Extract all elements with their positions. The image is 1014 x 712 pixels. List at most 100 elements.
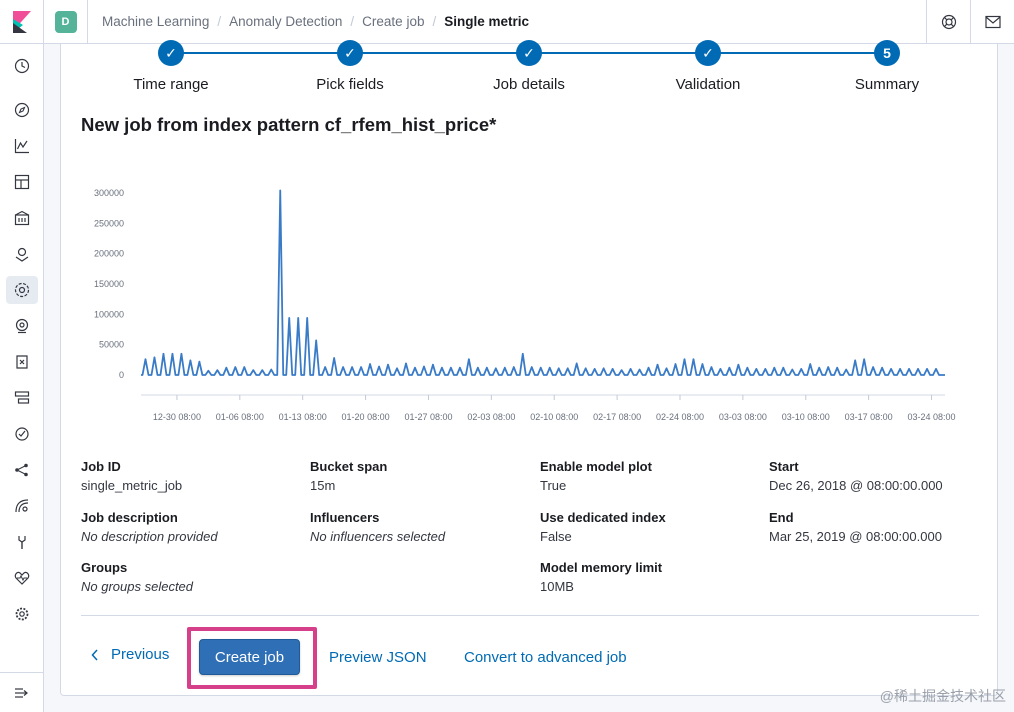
data-point (288, 317, 291, 319)
dashboard-icon[interactable] (6, 168, 38, 196)
top-header: D Machine Learning / Anomaly Detection /… (0, 0, 1014, 44)
side-nav (0, 44, 44, 712)
help-lifebuoy-icon (941, 14, 956, 29)
step-1-check-icon[interactable]: ✓ (158, 40, 184, 66)
highlight-box (187, 627, 317, 689)
infrastructure-icon[interactable] (6, 312, 38, 340)
data-point (629, 368, 632, 370)
x-tick-label: 01-20 08:00 (342, 412, 390, 422)
data-point (342, 366, 344, 368)
data-point (548, 366, 551, 369)
data-point (701, 363, 704, 365)
data-point (818, 366, 821, 369)
step-3-check-icon[interactable]: ✓ (516, 40, 542, 66)
data-point (773, 366, 776, 369)
chevron-left-icon (91, 648, 98, 661)
groups-value: No groups selected (81, 579, 194, 594)
uptime-icon[interactable] (6, 420, 38, 448)
space-avatar: D (54, 10, 77, 33)
data-point (926, 368, 928, 370)
data-point (468, 358, 470, 361)
data-point (521, 352, 524, 355)
summary-bucket-span: Bucket span 15m (310, 459, 530, 493)
breadcrumb-machine-learning[interactable]: Machine Learning (102, 14, 210, 29)
data-point (495, 367, 497, 370)
discover-compass-icon[interactable] (6, 96, 38, 124)
data-point (180, 352, 183, 355)
breadcrumb-separator: / (350, 14, 355, 29)
data-point (351, 366, 353, 368)
monitoring-heartbeat-icon[interactable] (6, 564, 38, 592)
step-1-label[interactable]: Time range (133, 76, 209, 93)
data-point (656, 363, 659, 366)
breadcrumb-anomaly-detection[interactable]: Anomaly Detection (229, 14, 343, 29)
data-point (486, 366, 488, 369)
data-point (584, 367, 587, 370)
siem-icon[interactable] (6, 492, 38, 520)
step-4-label[interactable]: Validation (675, 76, 741, 93)
step-3-label[interactable]: Job details (493, 76, 565, 93)
data-point (396, 367, 398, 370)
data-point (674, 363, 677, 365)
previous-button[interactable]: Previous (91, 646, 169, 663)
data-point (764, 368, 767, 370)
data-point (459, 366, 461, 369)
end-value: Mar 25, 2019 @ 08:00:00.000 (769, 529, 942, 544)
data-point (647, 366, 650, 369)
chart-svg: 300000 250000 200000 150000 100000 50000 0 12-3… (94, 188, 956, 422)
maps-icon[interactable] (6, 240, 38, 268)
memory-limit-label: Model memory limit (540, 560, 663, 575)
data-point (863, 358, 865, 361)
y-tick-label: 300000 (94, 188, 124, 198)
step-2-label[interactable]: Pick fields (316, 76, 384, 93)
data-point (728, 366, 731, 369)
preview-json-button[interactable]: Preview JSON (329, 649, 427, 666)
step-2-check-icon[interactable]: ✓ (337, 40, 363, 66)
step-4-check-icon[interactable]: ✓ (695, 40, 721, 66)
dev-tools-wrench-icon[interactable] (6, 528, 38, 556)
convert-advanced-job-button[interactable]: Convert to advanced job (464, 649, 627, 666)
data-point (638, 368, 641, 371)
x-tick-label: 02-03 08:00 (467, 412, 515, 422)
create-job-button[interactable]: Create job (199, 639, 300, 675)
model-plot-label: Enable model plot (540, 459, 652, 474)
wizard-panel: ✓ Time range ✓ Pick fields ✓ Job details… (60, 40, 998, 696)
description-label: Job description (81, 510, 178, 525)
machine-learning-icon[interactable] (6, 276, 38, 304)
newsfeed-button[interactable] (970, 0, 1014, 44)
data-point (539, 366, 542, 369)
influencers-label: Influencers (310, 510, 380, 525)
data-point (827, 366, 830, 368)
breadcrumb-create-job[interactable]: Create job (362, 14, 425, 29)
visualize-chart-icon[interactable] (6, 132, 38, 160)
x-tick-label: 03-03 08:00 (719, 412, 767, 422)
help-button[interactable] (926, 0, 970, 44)
logs-icon[interactable] (6, 348, 38, 376)
data-point (791, 368, 794, 371)
data-point (665, 367, 668, 370)
data-point (593, 368, 596, 370)
data-point (683, 358, 686, 361)
dedicated-index-label: Use dedicated index (540, 510, 666, 525)
canvas-icon[interactable] (6, 204, 38, 232)
start-label: Start (769, 459, 799, 474)
collapse-nav-button[interactable] (0, 672, 44, 712)
apm-icon[interactable] (6, 384, 38, 412)
data-point (845, 368, 847, 371)
summary-end: End Mar 25, 2019 @ 08:00:00.000 (769, 510, 989, 544)
y-tick-label: 100000 (94, 309, 124, 319)
data-point (369, 363, 371, 365)
summary-description: Job description No description provided (81, 510, 301, 544)
data-point (611, 368, 614, 370)
y-tick-label: 200000 (94, 249, 124, 259)
data-point (378, 365, 380, 368)
space-selector[interactable]: D (44, 0, 88, 44)
y-tick-label: 250000 (94, 218, 124, 228)
x-tick-label: 03-10 08:00 (782, 412, 830, 422)
management-gear-icon[interactable] (6, 600, 38, 628)
data-point (189, 359, 192, 362)
breadcrumb-separator: / (432, 14, 437, 29)
kibana-logo[interactable] (0, 0, 44, 44)
graph-icon[interactable] (6, 456, 38, 484)
recent-icon[interactable] (6, 52, 38, 80)
